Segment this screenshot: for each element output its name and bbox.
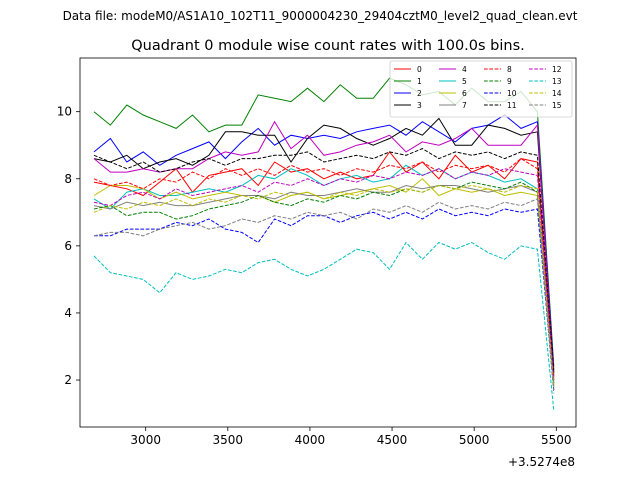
series-line-3 xyxy=(93,117,555,374)
y-tick-label: 10 xyxy=(57,105,72,119)
legend-label-2: 2 xyxy=(417,89,422,98)
series-line-11 xyxy=(93,148,555,374)
legend-label-5: 5 xyxy=(462,77,467,86)
x-tick-label: 5500 xyxy=(541,433,572,447)
x-offset-label: +3.5274e8 xyxy=(508,455,575,469)
series-line-8 xyxy=(93,157,555,377)
legend-label-12: 12 xyxy=(552,65,562,74)
series-line-0 xyxy=(93,151,555,381)
y-tick-label: 6 xyxy=(64,239,72,253)
legend-label-15: 15 xyxy=(552,101,562,110)
series-line-14 xyxy=(93,184,555,387)
series-line-15 xyxy=(93,198,555,394)
legend-label-9: 9 xyxy=(507,77,512,86)
series-line-6 xyxy=(93,178,555,387)
x-tick-label: 5000 xyxy=(459,433,490,447)
legend-label-14: 14 xyxy=(552,89,562,98)
legend-label-3: 3 xyxy=(417,101,422,110)
series-line-13 xyxy=(93,241,555,411)
x-tick-label: 3500 xyxy=(213,433,244,447)
legend-label-11: 11 xyxy=(507,101,517,110)
y-tick-label: 2 xyxy=(64,373,72,387)
series-line-10 xyxy=(94,208,555,391)
legend-label-1: 1 xyxy=(417,77,422,86)
series-line-2 xyxy=(93,114,555,371)
series-line-1 xyxy=(93,77,555,367)
legend-label-13: 13 xyxy=(552,77,562,86)
y-tick-label: 4 xyxy=(64,306,72,320)
figure-suptitle: Data file: modeM0/AS1A10_102T11_90000042… xyxy=(63,9,578,23)
x-tick-label: 4000 xyxy=(295,433,326,447)
series-line-9 xyxy=(93,181,555,384)
chart-title: Quadrant 0 module wise count rates with … xyxy=(131,38,525,54)
legend-label-6: 6 xyxy=(462,89,467,98)
series-line-7 xyxy=(93,184,555,387)
series-line-12 xyxy=(93,168,555,381)
legend-label-8: 8 xyxy=(507,65,512,74)
series-layer xyxy=(93,77,555,411)
y-tick-label: 8 xyxy=(64,172,72,186)
legend-label-10: 10 xyxy=(507,89,517,98)
x-tick-label: 4500 xyxy=(377,433,408,447)
series-line-4 xyxy=(93,120,555,377)
legend-box xyxy=(389,60,573,118)
legend-label-7: 7 xyxy=(462,101,467,110)
legend-label-0: 0 xyxy=(417,65,422,74)
plot-frame xyxy=(79,57,577,428)
legend-label-4: 4 xyxy=(462,65,467,74)
x-tick-label: 3000 xyxy=(130,433,161,447)
